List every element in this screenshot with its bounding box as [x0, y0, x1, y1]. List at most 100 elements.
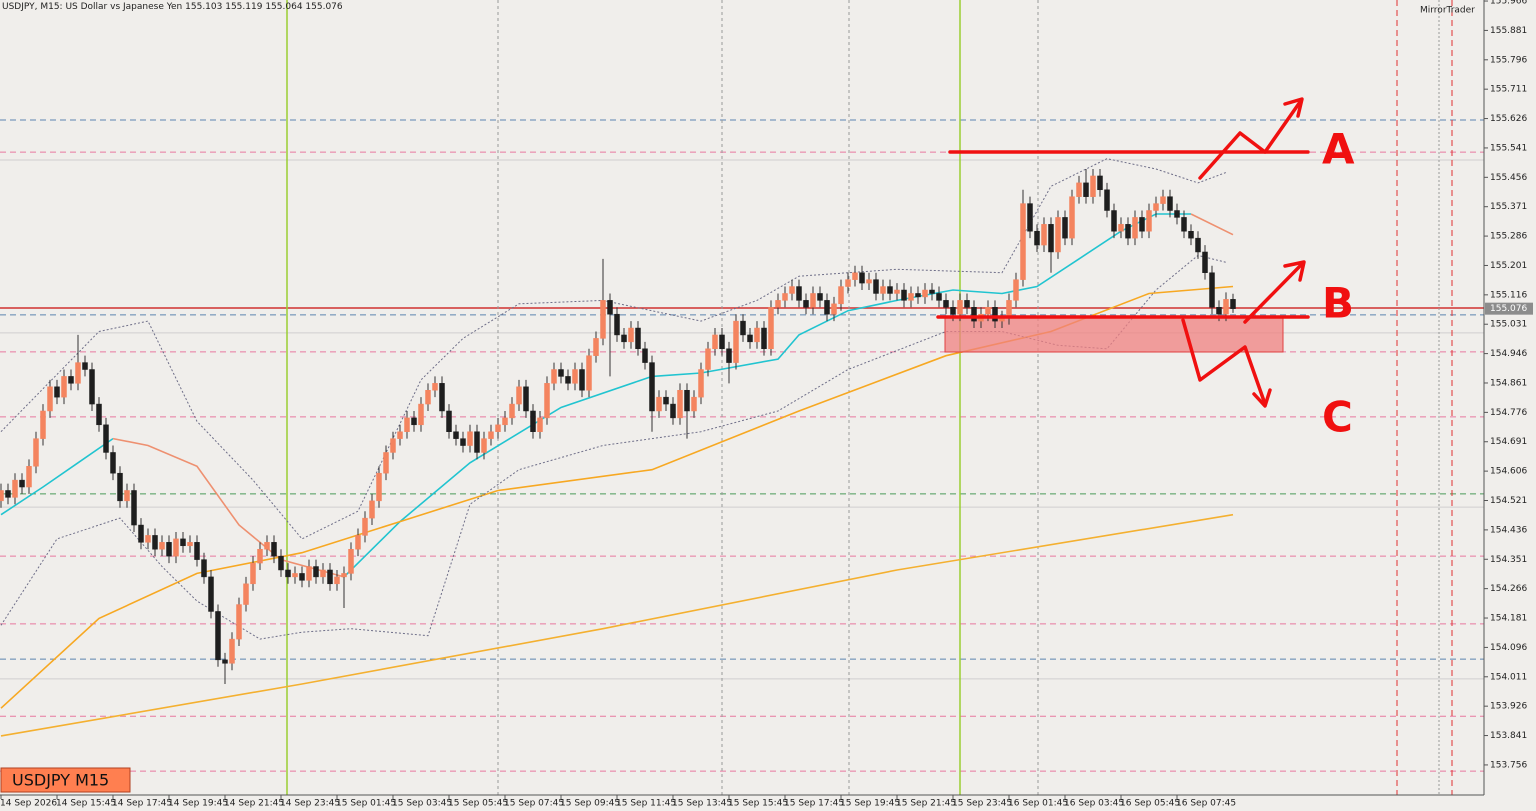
- candle-body: [362, 517, 368, 536]
- candle-body: [404, 417, 410, 432]
- candle-body: [1083, 182, 1089, 197]
- x-tick-label: 14 Sep 17:45: [112, 799, 172, 809]
- candle-body: [1230, 299, 1236, 309]
- y-tick-label: 154.691: [1490, 437, 1527, 447]
- candle-body: [1181, 217, 1187, 232]
- candle-body: [460, 438, 466, 446]
- candle-body: [425, 389, 431, 405]
- y-tick-label: 154.521: [1490, 496, 1527, 506]
- candle-body: [817, 293, 823, 301]
- candle-body: [411, 417, 417, 426]
- candle-body: [47, 386, 53, 412]
- candle-body: [803, 300, 809, 308]
- candle-body: [915, 293, 921, 298]
- x-tick-label: 14 Sep 23:45: [280, 799, 340, 809]
- x-tick-label: 15 Sep 13:45: [672, 799, 732, 809]
- y-tick-label: 154.861: [1490, 378, 1527, 388]
- candle-body: [796, 286, 802, 301]
- y-tick-label: 154.946: [1490, 349, 1527, 359]
- candle-body: [1041, 224, 1047, 246]
- y-tick-label: 154.266: [1490, 584, 1527, 594]
- candle-body: [964, 300, 970, 308]
- candle-body: [677, 389, 683, 419]
- candle-body: [642, 348, 648, 363]
- candle-body: [838, 286, 844, 305]
- candle-body: [516, 386, 522, 405]
- candle-body: [418, 403, 424, 426]
- candle-body: [992, 307, 998, 322]
- y-tick-label: 154.606: [1490, 467, 1527, 477]
- candle-body: [649, 362, 655, 412]
- candle-body: [341, 573, 347, 578]
- candle-body: [138, 524, 144, 543]
- candle-body: [971, 307, 977, 322]
- candle-body: [229, 638, 235, 664]
- candle-body: [61, 376, 67, 398]
- candle-body: [103, 424, 109, 453]
- candle-body: [1132, 217, 1138, 239]
- x-tick-label: 15 Sep 09:45: [560, 799, 620, 809]
- candle-body: [957, 300, 963, 315]
- candle-body: [789, 286, 795, 294]
- candle-body: [1104, 189, 1110, 211]
- candle-body: [222, 659, 228, 664]
- x-tick-label: 15 Sep 03:45: [392, 799, 452, 809]
- candle-body: [698, 369, 704, 398]
- candle-body: [551, 369, 557, 384]
- candle-body: [159, 542, 165, 550]
- candle-body: [768, 307, 774, 350]
- y-tick-label: 155.626: [1490, 114, 1527, 124]
- candle-body: [180, 538, 186, 547]
- x-tick-label: 15 Sep 15:45: [728, 799, 788, 809]
- candle-body: [257, 548, 263, 564]
- y-tick-label: 154.011: [1490, 672, 1527, 682]
- annotation: A: [1322, 125, 1355, 174]
- candle-body: [96, 403, 102, 426]
- candle-body: [495, 424, 501, 432]
- candle-body: [166, 542, 172, 557]
- candle-body: [278, 555, 284, 571]
- chart-header: USDJPY, M15: US Dollar vs Japanese Yen 1…: [2, 2, 343, 12]
- x-tick-label: 16 Sep 07:45: [1176, 799, 1236, 809]
- candle-body: [0, 490, 4, 502]
- candle-body: [19, 479, 25, 488]
- candle-body: [712, 334, 718, 350]
- candle-body: [873, 279, 879, 294]
- badge: USDJPY M15: [12, 771, 109, 790]
- candle-body: [754, 327, 760, 343]
- candle-body: [852, 272, 858, 280]
- y-tick-label: 155.031: [1490, 320, 1527, 330]
- candle-body: [579, 369, 585, 391]
- candle-body: [383, 452, 389, 474]
- x-tick-label: 15 Sep 21:45: [896, 799, 956, 809]
- candle-body: [1034, 230, 1040, 246]
- candle-body: [26, 466, 32, 488]
- x-tick-label: 16 Sep 05:45: [1120, 799, 1180, 809]
- candle-body: [145, 535, 151, 543]
- price-axis-bg: [1484, 0, 1536, 811]
- candle-body: [747, 334, 753, 343]
- candle-body: [432, 383, 438, 391]
- levels: [0, 119, 1484, 772]
- candle-body: [1167, 196, 1173, 211]
- y-tick-label: 153.926: [1490, 702, 1527, 712]
- x-tick-label: 14 Sep 15:45: [56, 799, 116, 809]
- candle-body: [5, 490, 11, 498]
- candle-body: [187, 542, 193, 547]
- candle-body: [390, 438, 396, 453]
- candle-body: [859, 272, 865, 284]
- candle-body: [502, 417, 508, 426]
- y-tick-label: 155.541: [1490, 143, 1527, 153]
- candle-body: [54, 386, 60, 398]
- candle-body: [1195, 237, 1201, 253]
- candle-body: [12, 479, 18, 498]
- x-tick-label: 15 Sep 07:45: [504, 799, 564, 809]
- y-tick-label: 155.796: [1490, 55, 1527, 65]
- indicator-line: [1190, 213, 1234, 236]
- candle-body: [481, 438, 487, 453]
- arrow-head: [1283, 97, 1304, 118]
- y-tick-label: 154.351: [1490, 555, 1527, 565]
- session-lines: [286, 0, 1453, 795]
